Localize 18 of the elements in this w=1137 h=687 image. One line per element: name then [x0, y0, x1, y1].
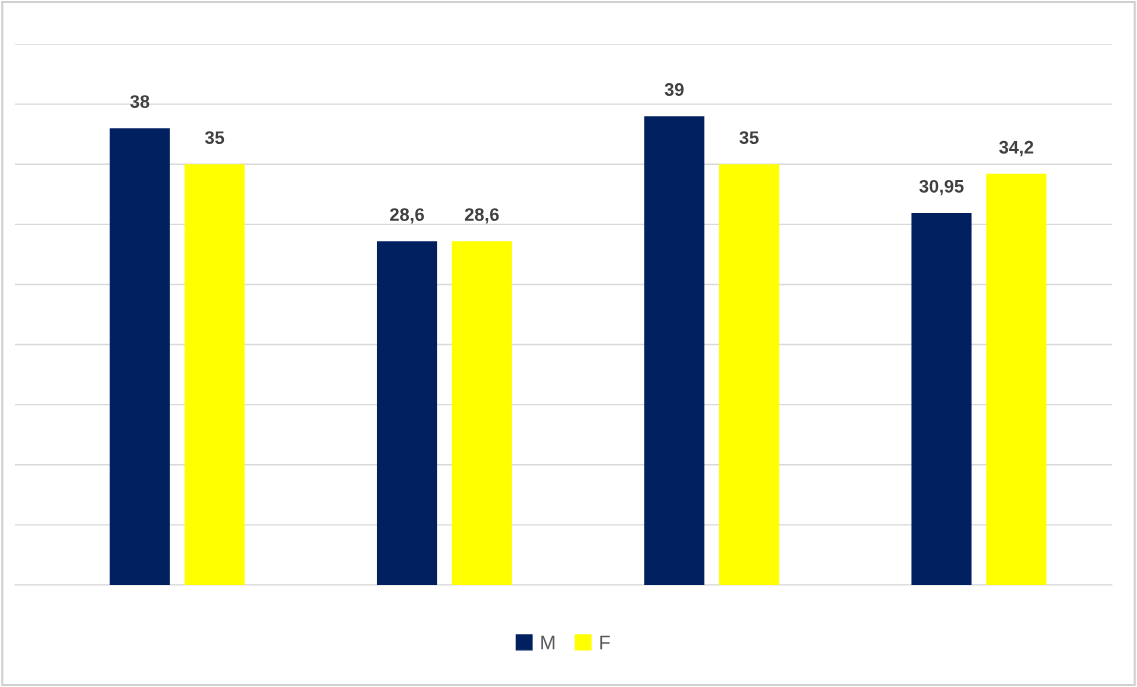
data-label: 35	[739, 131, 759, 145]
legend-label: M	[541, 635, 555, 650]
bar	[451, 241, 512, 585]
bar	[986, 173, 1047, 585]
data-label: 35	[205, 131, 225, 145]
data-label: 34,2	[999, 140, 1034, 157]
data-label: 38	[130, 95, 150, 108]
data-label: 28,6	[464, 208, 499, 224]
data-label: 30,95	[919, 179, 964, 196]
bar	[376, 241, 438, 585]
bar	[911, 212, 972, 585]
bar	[184, 164, 245, 585]
legend-label: F	[600, 635, 610, 650]
bar	[719, 164, 780, 585]
data-label: 39	[664, 83, 684, 96]
bar	[644, 116, 705, 585]
data-label: 28,6	[390, 208, 424, 224]
bar	[109, 128, 170, 585]
